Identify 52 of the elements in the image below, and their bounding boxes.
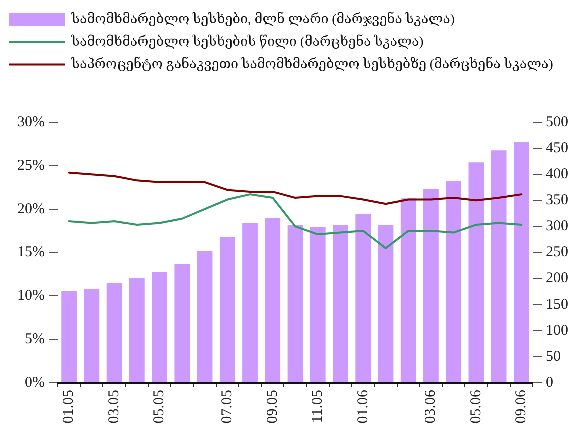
y2-tick-label: 300	[546, 218, 568, 235]
y-tick-label: 20%	[18, 201, 45, 218]
x-tick-label: 01.06	[355, 390, 372, 424]
x-tick-label: 01.05	[61, 390, 78, 424]
y2-tick-label: 50	[546, 348, 561, 365]
x-tick-label: 11.05	[310, 390, 326, 424]
y-tick-label: 5%	[25, 332, 45, 348]
y2-tick-label: 450	[546, 140, 568, 156]
bar	[84, 289, 100, 382]
x-tick-label: 03.06	[423, 390, 440, 424]
bar	[400, 198, 416, 382]
bar	[468, 162, 484, 382]
y-tick-label: 10%	[18, 288, 45, 304]
y2-tick-label: 400	[546, 166, 568, 183]
y2-tick-label: 350	[546, 192, 568, 209]
bar	[62, 291, 77, 382]
bar	[378, 225, 394, 382]
y2-tick-label: 500	[546, 114, 568, 130]
bar	[174, 264, 190, 382]
bar	[288, 225, 304, 382]
bar	[356, 214, 372, 382]
x-tick-label: 09.06	[514, 390, 530, 424]
x-tick-label: 03.05	[106, 390, 122, 424]
bar	[152, 272, 168, 382]
legend-label: საპროცენტო განაკვეთი სამომხმარებლო სესხებზე (მარცხენა სკალა)	[70, 56, 554, 72]
y2-tick-label: 100	[546, 322, 568, 339]
bar	[310, 227, 326, 382]
y-tick-label: 15%	[18, 244, 45, 261]
bar	[491, 150, 507, 382]
bar	[129, 278, 145, 382]
bar	[197, 251, 213, 382]
bar	[446, 181, 462, 382]
y-tick-label: 30%	[18, 114, 45, 130]
x-tick-label: 07.05	[220, 390, 236, 424]
bar	[333, 225, 348, 382]
x-tick-label: 05.05	[152, 390, 168, 424]
bar	[514, 142, 530, 382]
y2-tick-label: 0	[546, 374, 554, 391]
x-tick-label: 05.06	[468, 390, 484, 424]
y-tick-label: 0%	[25, 374, 45, 391]
y2-tick-label: 250	[546, 244, 568, 261]
x-tick-label: 09.05	[264, 390, 281, 424]
bar	[424, 189, 439, 382]
bar	[265, 218, 281, 382]
legend-label: სამომხმარებლო სესხები, მლნ ლარი (მარჯვენა სკალა)	[70, 11, 455, 28]
bar	[106, 282, 122, 382]
y2-tick-label: 200	[546, 270, 568, 287]
y-tick-label: 25%	[18, 158, 45, 174]
legend-label: სამომხმარებლო სესხების წილი (მარცხენა სკალა)	[70, 34, 424, 50]
bar	[242, 223, 258, 382]
y2-tick-label: 150	[546, 296, 568, 313]
bar	[220, 237, 236, 382]
